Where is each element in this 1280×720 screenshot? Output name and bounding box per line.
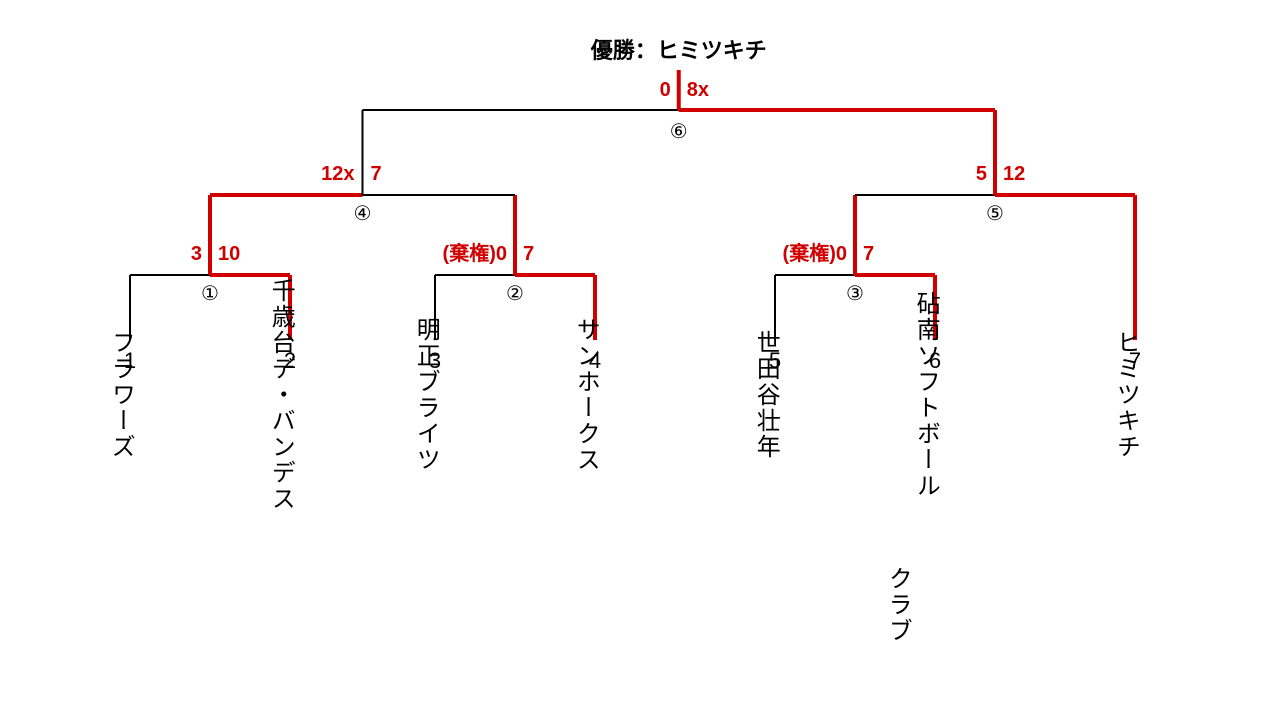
team-name-7: ヒミツキチ: [1112, 330, 1139, 460]
m4-score-left: 12x: [321, 163, 354, 185]
m2-label: ②: [506, 283, 524, 305]
m1-score-right: 10: [218, 243, 240, 265]
m5-score-left: 5: [976, 163, 987, 185]
m5-label: ⑤: [986, 203, 1004, 225]
m4-label: ④: [354, 203, 372, 225]
m6-score-right: 8x: [687, 79, 709, 101]
m2-score-left: (棄権)0: [443, 241, 507, 265]
m5-score-right: 12: [1003, 163, 1025, 185]
team-name-3: 明正ブライツ: [412, 317, 439, 473]
team-name-6: 砧南ソフトボール: [912, 291, 940, 499]
m6-score-left: 0: [660, 79, 671, 101]
m2-score-right: 7: [523, 243, 534, 265]
m1-score-left: 3: [191, 243, 202, 265]
m3-score-left: (棄権)0: [783, 241, 847, 265]
m3-score-right: 7: [863, 243, 874, 265]
tournament-bracket: 310①(棄権)07②(棄権)07③12x7④512⑤08x⑥優勝：ヒミツキチ1…: [0, 0, 1280, 720]
m3-label: ③: [846, 283, 864, 305]
m6-label: ⑥: [670, 121, 688, 143]
team-name-6-line2: クラブ: [884, 566, 911, 644]
champion-title: 優勝：ヒミツキチ: [590, 38, 767, 63]
team-name-1: フラワーズ: [107, 330, 134, 460]
m1-label: ①: [201, 283, 219, 305]
m4-score-right: 7: [371, 163, 382, 185]
team-name-2: 千歳台デ・バンデス: [267, 278, 295, 512]
team-name-5: 世田谷壮年: [752, 330, 780, 460]
team-name-4: サンホークス: [572, 317, 599, 473]
